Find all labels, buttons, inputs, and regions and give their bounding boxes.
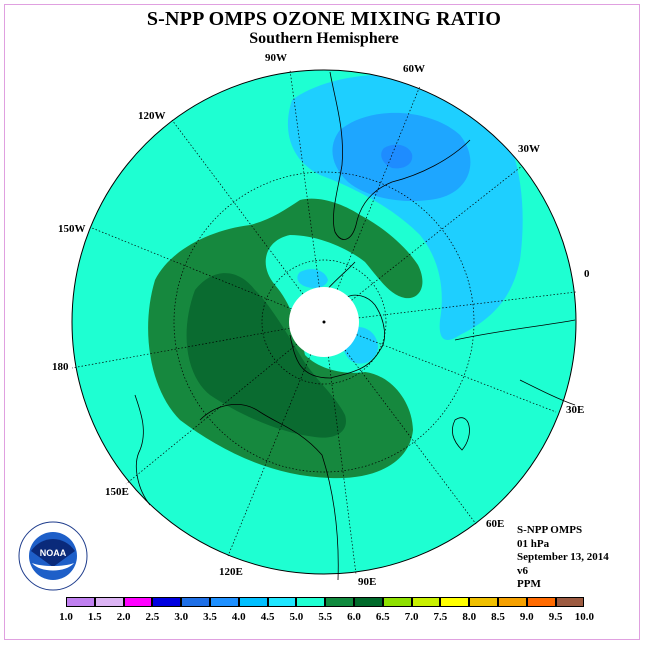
info-level: 01 hPa [517, 537, 550, 550]
meridian-120w [171, 119, 325, 323]
lon-label-150w: 150W [58, 223, 86, 235]
colorbar-swatch [469, 597, 498, 607]
south-pole-dot [322, 320, 326, 324]
noaa-logo-text: NOAA [40, 548, 67, 558]
colorbar-tick-label: 3.5 [203, 611, 217, 623]
lon-label-180: 180 [52, 361, 69, 373]
colorbar-swatch [411, 597, 441, 607]
southern-africa-2 [519, 379, 576, 406]
meridian-150e [125, 321, 325, 485]
meridian-30e [323, 321, 557, 413]
colorbar-swatch [181, 597, 210, 607]
meridian-60e [323, 321, 477, 525]
colorbar-swatch [526, 597, 556, 607]
colorbar-tick-label: 7.5 [433, 611, 448, 623]
meridian-120e [227, 321, 325, 557]
lon-label-60e: 60E [486, 518, 505, 530]
meridian-90e [323, 321, 357, 575]
info-instrument: S-NPP OMPS [517, 524, 583, 536]
lon-label-150e: 150E [105, 486, 129, 498]
lon-label-90w: 90W [265, 52, 287, 64]
meridian-90w [289, 69, 325, 323]
info-date: September 13, 2014 [517, 551, 609, 563]
ozone-region-6-0 [186, 273, 346, 438]
colorbar-tick-label: 8.0 [462, 611, 477, 623]
lon-label-30w: 30W [518, 143, 540, 155]
meridian-0 [323, 291, 577, 323]
colorbar-tick-label: 9.0 [519, 611, 534, 623]
product-info: S-NPP OMPS 01 hPa September 13, 2014 v6 … [517, 524, 609, 592]
colorbar-swatch [66, 597, 95, 607]
lon-label-30e: 30E [566, 404, 585, 416]
colorbar-swatch [238, 597, 268, 607]
colorbar-tick-label: 1.0 [59, 611, 73, 623]
info-version: v6 [517, 564, 528, 577]
info-units: PPM [517, 578, 541, 590]
colorbar-swatch [498, 597, 527, 607]
colorbar-tick-label: 7.0 [404, 611, 419, 623]
colorbar-tick-label: 2.0 [116, 611, 131, 623]
ozone-region-4-0-pole-2 [297, 269, 328, 288]
south-america-coast [329, 71, 471, 240]
map-title: S-NPP OMPS OZONE MIXING RATIO [146, 8, 502, 30]
map-subtitle: Southern Hemisphere [249, 30, 399, 47]
colorbar-swatch [382, 597, 412, 607]
madagascar [451, 417, 470, 451]
latitude-circle-30s [173, 171, 475, 473]
colorbar-swatch [325, 597, 354, 607]
coastlines [134, 71, 576, 581]
lon-label-90e: 90E [358, 576, 377, 588]
latitude-circle-60s [261, 259, 387, 385]
colorbar-tick-label: 10.0 [574, 611, 595, 623]
meridian-180 [71, 321, 325, 369]
lon-label-120w: 120W [138, 110, 166, 122]
lon-label-60w: 60W [403, 63, 425, 75]
colorbar-tick-label: 3.0 [174, 611, 189, 623]
colorbar-tick-label: 1.5 [87, 611, 102, 623]
lon-label-0: 0 [584, 268, 590, 280]
meridian-30w [323, 165, 523, 323]
colorbar-swatch [354, 597, 383, 607]
colorbar-swatch [210, 597, 239, 607]
australia-coast [199, 404, 339, 581]
lon-label-120e: 120E [219, 566, 243, 578]
colorbar-swatch [94, 597, 124, 607]
colorbar-tick-label: 6.5 [375, 611, 390, 623]
map-outline [71, 69, 577, 575]
colorbar-tick-label: 5.0 [289, 611, 304, 623]
noaa-logo: NOAA [18, 521, 88, 591]
colorbar-tick-label: 9.5 [548, 611, 563, 623]
page-frame [4, 4, 640, 640]
antarctica-coast [289, 294, 385, 379]
colorbar-swatch [296, 597, 326, 607]
colorbar-tick-label: 4.5 [260, 611, 275, 623]
colorbar-swatch [555, 597, 585, 607]
colorbar-tick-label: 8.5 [491, 611, 505, 623]
graticule [71, 69, 577, 575]
colorbar-tick-label: 2.5 [145, 611, 160, 623]
africa-coast [454, 319, 576, 341]
colorbar-tick-label: 6.0 [347, 611, 361, 623]
meridian-60w [323, 85, 421, 323]
colorbar-swatch [123, 597, 153, 607]
new-zealand [134, 394, 151, 506]
colorbar-tick-label: 4.0 [231, 611, 246, 623]
colorbar-swatch [152, 597, 182, 607]
colorbar-swatch [440, 597, 470, 607]
colorbar-swatch [267, 597, 297, 607]
colorbar-tick-label: 5.5 [318, 611, 333, 623]
